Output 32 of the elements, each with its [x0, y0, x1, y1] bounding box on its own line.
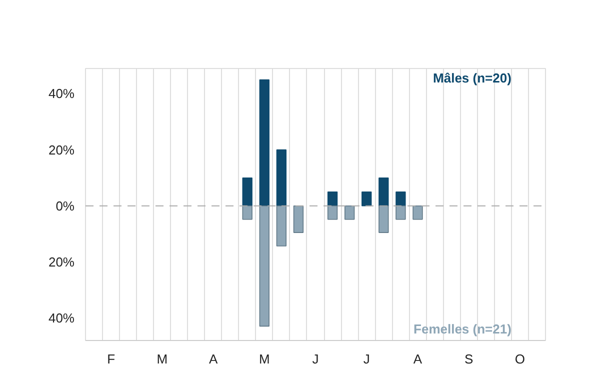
bar	[378, 206, 389, 233]
text: Mâles (n=20)	[433, 70, 512, 86]
x-tick-label: A	[208, 352, 218, 366]
bar	[276, 149, 287, 206]
bar	[276, 206, 287, 246]
bar	[362, 191, 372, 206]
bar	[242, 206, 252, 220]
x-tick-label: J	[363, 352, 370, 366]
x-tick-label: J	[312, 352, 319, 366]
x-tick-label: A	[413, 352, 422, 366]
x-tick-label: M	[258, 352, 270, 366]
y-tick-label: 20%	[48, 254, 75, 270]
bar	[293, 206, 304, 233]
y-tick-label: 40%	[48, 310, 75, 326]
bar	[412, 206, 423, 220]
text: Femelles (n=21)	[414, 321, 512, 336]
y-tick-label: 40%	[48, 86, 75, 102]
x-tick-label: S	[464, 352, 474, 366]
bar	[396, 191, 406, 206]
y-tick-label: 0%	[56, 198, 75, 214]
x-tick-label: F	[107, 352, 116, 366]
bar	[327, 191, 338, 206]
bar	[327, 206, 338, 220]
bar	[242, 177, 252, 206]
x-tick-label: O	[514, 352, 526, 366]
bar	[396, 206, 406, 220]
x-tick-label: M	[156, 352, 168, 366]
bar	[259, 79, 270, 206]
bar	[259, 206, 270, 327]
bar	[344, 206, 355, 220]
bar	[378, 177, 389, 206]
y-tick-label: 20%	[48, 142, 75, 158]
